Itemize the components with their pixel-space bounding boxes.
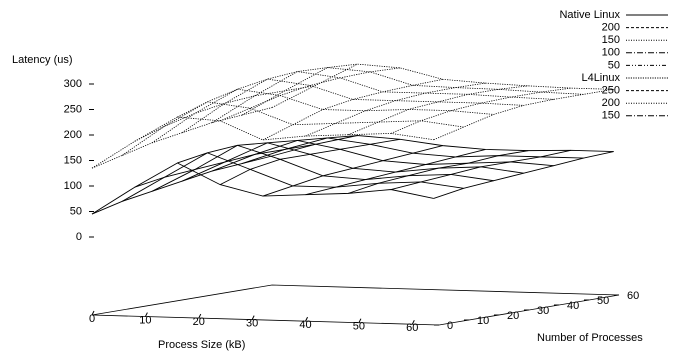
legend-level: 50 [608, 59, 620, 71]
z-tick-label: 300 [64, 78, 82, 90]
mesh-column [177, 63, 358, 118]
mesh-row [181, 78, 524, 134]
mesh-column [262, 78, 443, 141]
y-tick-label: 60 [627, 290, 639, 302]
mesh-row [271, 63, 614, 108]
legend-level: 200 [602, 22, 620, 34]
z-tick-label: 200 [64, 129, 82, 141]
y-tick-label: 10 [477, 315, 489, 327]
z-tick-label: 100 [64, 180, 82, 192]
mesh-row [91, 116, 434, 169]
x-tick [91, 310, 95, 316]
mesh-column [348, 150, 529, 194]
mesh-column [390, 87, 572, 134]
x-axis-label: Process Size (kB) [158, 339, 245, 351]
x-tick-label: 50 [353, 321, 365, 333]
z-tick-label: 250 [64, 103, 82, 115]
mesh-column [262, 145, 443, 197]
legend-level: 200 [602, 97, 620, 109]
legend-level: 150 [602, 34, 620, 46]
x-tick [251, 315, 255, 320]
mesh-column [177, 135, 358, 164]
mesh-row [151, 88, 494, 144]
legend-level: 250 [602, 85, 620, 97]
mesh-column [305, 148, 486, 196]
x-tick-label: 20 [193, 316, 205, 328]
mesh-column [433, 151, 614, 199]
mesh-row [211, 71, 554, 123]
mesh-column [390, 149, 572, 190]
mesh-column [348, 85, 529, 136]
y-axis-label: Number of Processes [537, 332, 643, 344]
y-tick-label: 30 [537, 305, 549, 317]
mesh-column [433, 88, 614, 141]
x-tick [358, 318, 362, 323]
mesh-row [241, 67, 584, 116]
z-axis-label: Latency (us) [12, 54, 73, 66]
x-tick-label: 10 [139, 314, 151, 326]
y-tick-label: 50 [597, 295, 609, 307]
legend-level: 150 [602, 110, 620, 122]
legend-label: Native Linux [559, 9, 620, 21]
z-tick-label: 150 [64, 154, 82, 166]
x-tick-label: 60 [406, 322, 418, 334]
x-tick [144, 312, 148, 317]
x-tick-label: 30 [246, 318, 258, 330]
mesh-column [219, 67, 401, 122]
z-tick-label: 50 [70, 205, 82, 217]
x-tick [411, 320, 415, 325]
mesh-column [134, 85, 315, 142]
x-tick-label: 40 [299, 319, 311, 331]
mesh-column [91, 107, 273, 169]
z-tick-label: 0 [76, 231, 82, 243]
legend-level: 100 [602, 47, 620, 59]
legend-label: L4Linux [581, 72, 620, 84]
mesh-column [305, 82, 486, 137]
y-tick-label: 40 [567, 300, 579, 312]
mesh-column [219, 138, 401, 185]
x-tick-label: 0 [89, 313, 95, 325]
y-tick-label: 0 [447, 320, 453, 332]
x-tick [305, 316, 308, 322]
x-tick [198, 313, 202, 319]
mesh-column [91, 155, 273, 215]
y-tick-label: 20 [507, 310, 519, 322]
mesh-column [134, 144, 315, 188]
